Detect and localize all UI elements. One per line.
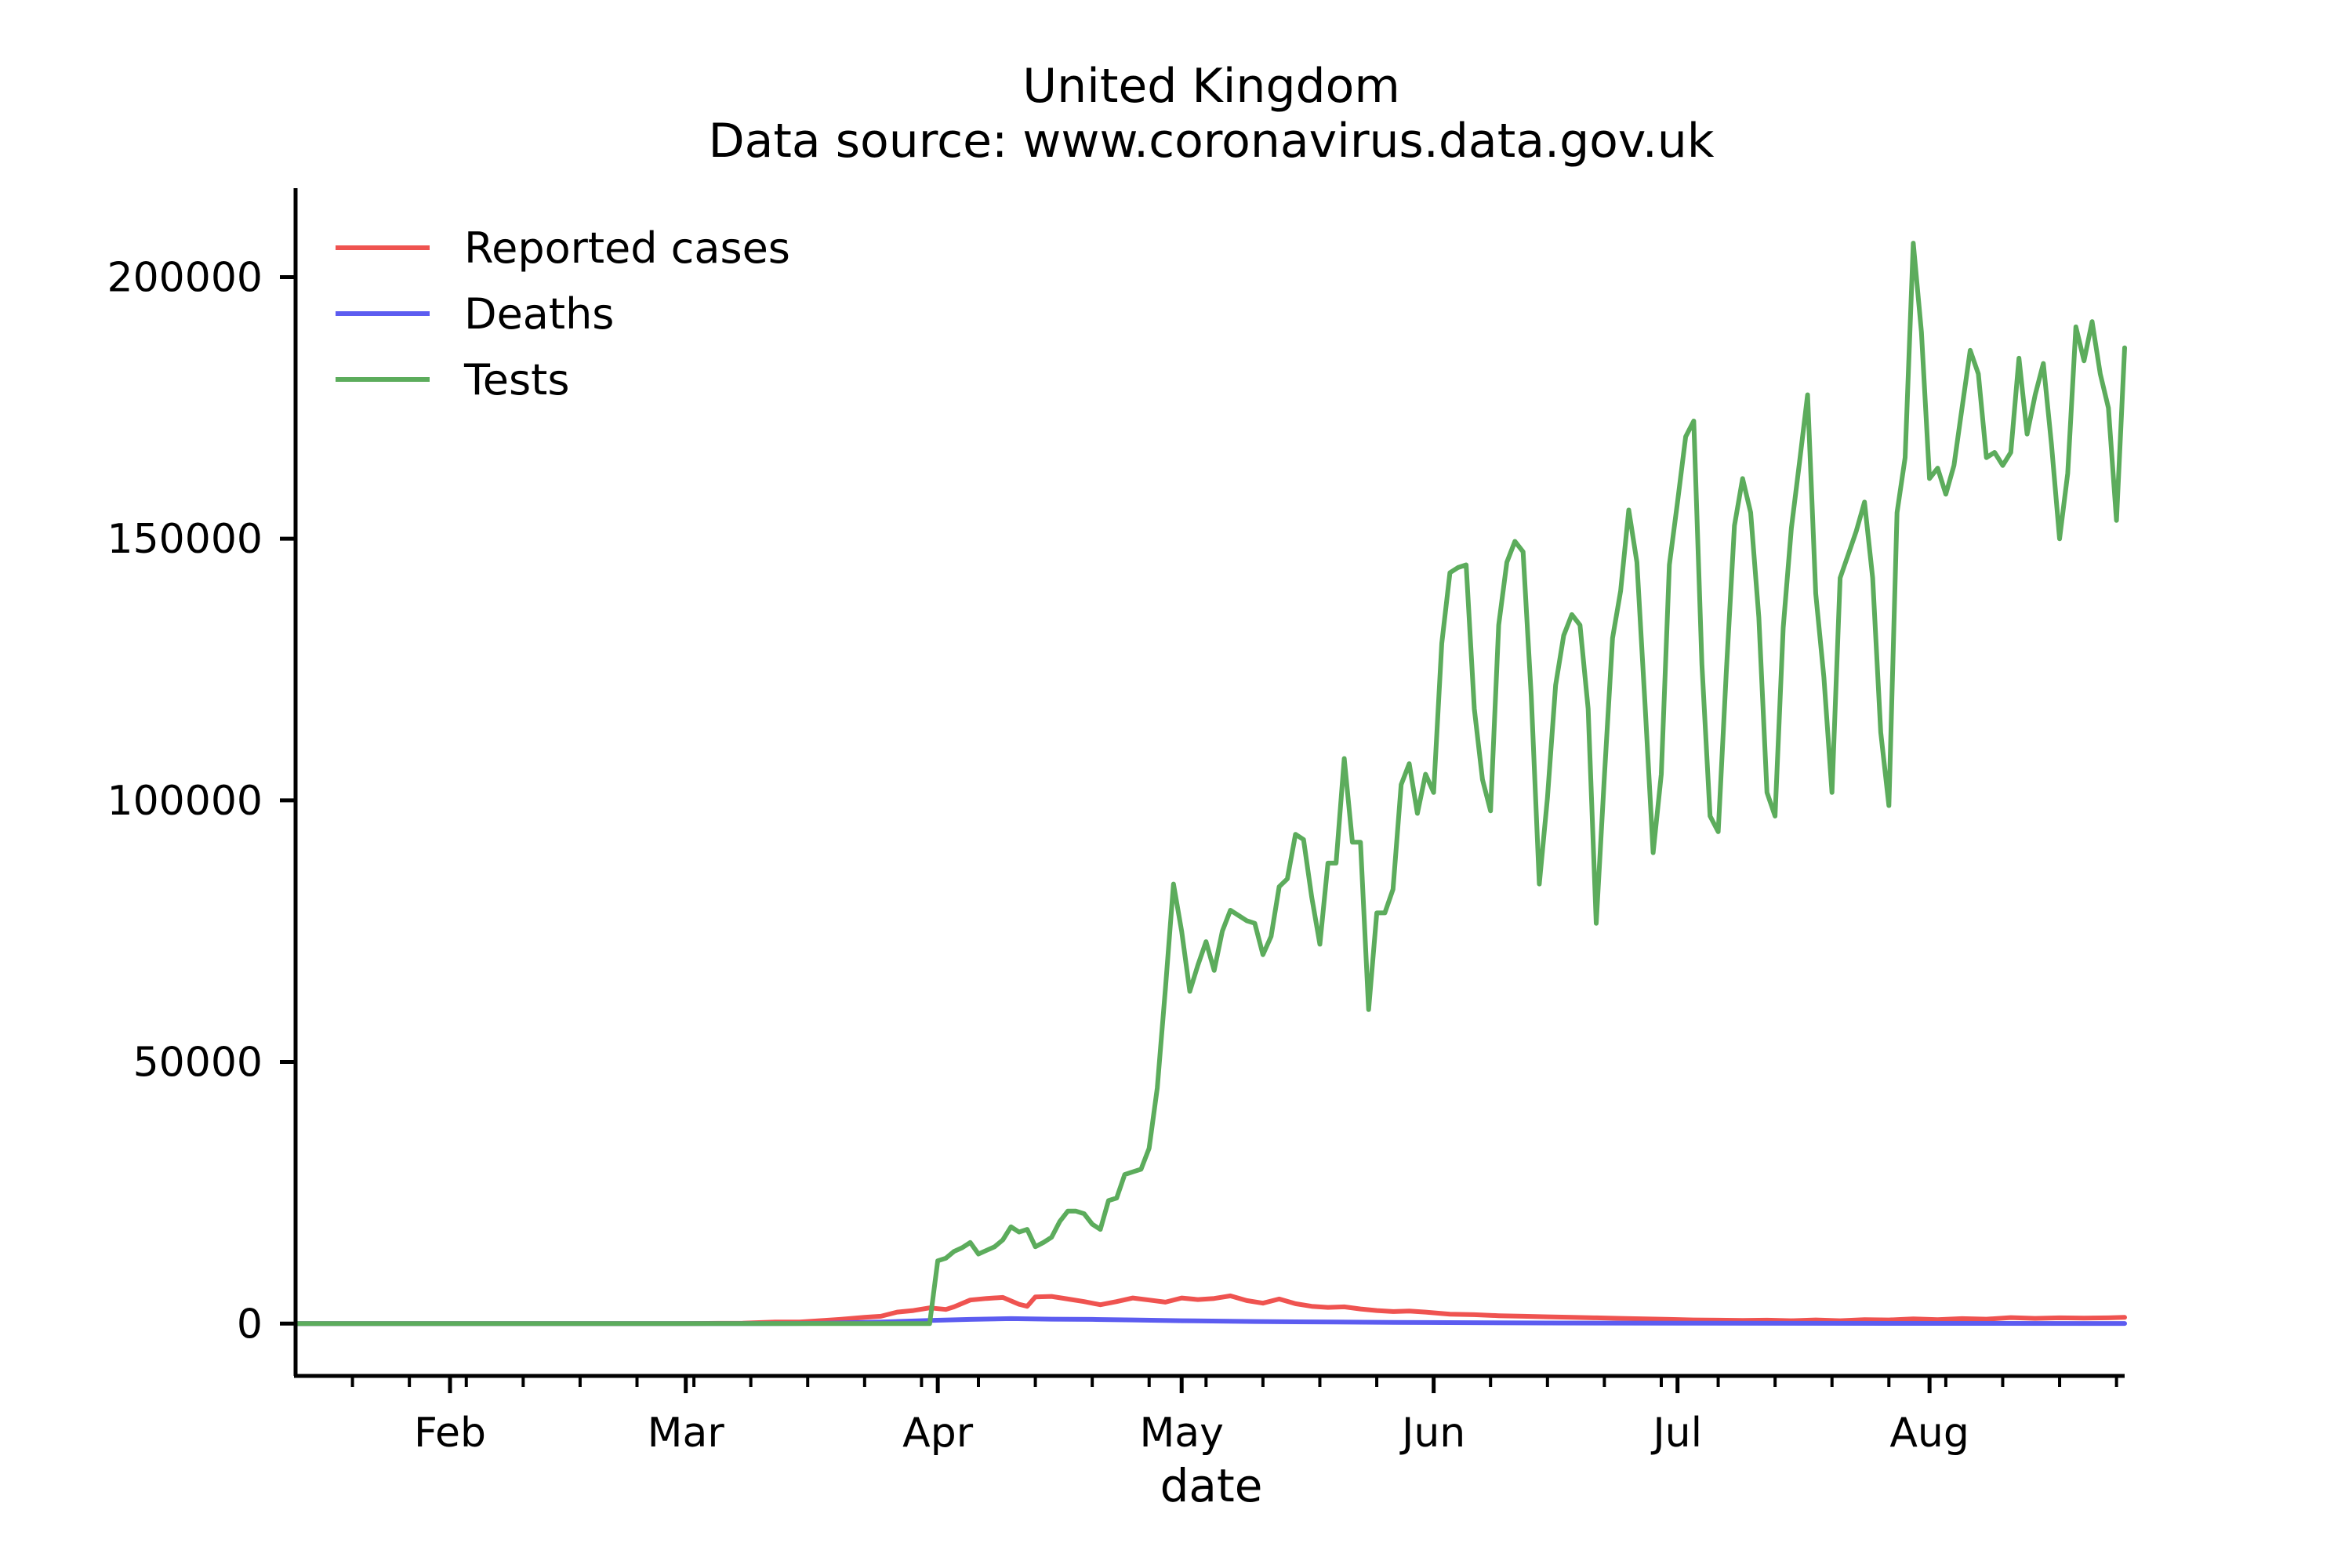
legend-label-tests: Tests [463, 355, 569, 405]
x-tick-label: Jun [1399, 1410, 1465, 1457]
x-tick-label: Jul [1650, 1410, 1702, 1457]
series-line-tests [293, 241, 2127, 1327]
chart-subtitle: Data source: www.coronavirus.data.gov.uk [708, 114, 1714, 169]
y-tick-label: 0 [237, 1301, 263, 1348]
x-tick-label: Feb [414, 1410, 486, 1457]
y-tick-label: 150000 [107, 516, 263, 563]
y-tick-label: 50000 [133, 1040, 263, 1087]
legend: Reported cases Deaths Tests [336, 223, 790, 405]
x-axis-label: date [1160, 1459, 1263, 1512]
x-tick-label: Mar [648, 1410, 725, 1457]
series-layer [293, 241, 2127, 1327]
x-tick-label: May [1139, 1410, 1224, 1457]
x-tick-label: Apr [902, 1410, 974, 1457]
x-tick-label: Aug [1889, 1410, 1969, 1457]
x-axis-ticks: Feb Mar Apr May Jun Jul Aug [350, 1376, 2118, 1457]
y-tick-label: 100000 [107, 778, 263, 825]
chart-title: United Kingdom [1022, 59, 1400, 114]
legend-label-reported-cases: Reported cases [464, 223, 790, 273]
y-axis-ticks: 0 50000 100000 150000 200000 [107, 254, 296, 1348]
legend-label-deaths: Deaths [464, 289, 614, 339]
y-tick-label: 200000 [107, 254, 263, 301]
